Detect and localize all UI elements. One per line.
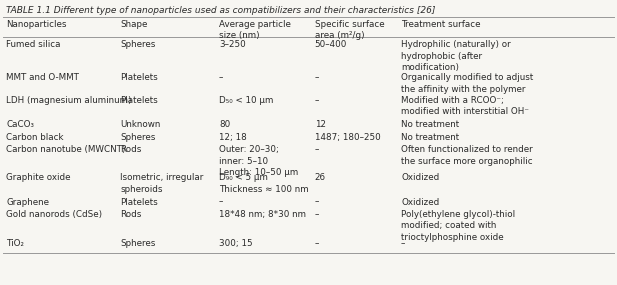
Text: Graphene: Graphene <box>6 198 49 207</box>
Text: LDH (magnesium aluminum): LDH (magnesium aluminum) <box>6 96 131 105</box>
Text: Specific surface
area (m²/g): Specific surface area (m²/g) <box>315 20 384 40</box>
Text: 12: 12 <box>315 120 326 129</box>
Text: Spheres: Spheres <box>120 133 155 142</box>
Text: MMT and O-MMT: MMT and O-MMT <box>6 73 79 82</box>
Text: Platelets: Platelets <box>120 198 158 207</box>
Text: D₅₀ < 10 μm: D₅₀ < 10 μm <box>219 96 273 105</box>
Text: Nanoparticles: Nanoparticles <box>6 20 67 29</box>
Text: –: – <box>315 73 319 82</box>
Text: 12; 18: 12; 18 <box>219 133 247 142</box>
Text: Gold nanorods (CdSe): Gold nanorods (CdSe) <box>6 210 102 219</box>
Text: 1487; 180–250: 1487; 180–250 <box>315 133 381 142</box>
Text: Rods: Rods <box>120 145 142 154</box>
Text: Poly(ethylene glycol)-thiol
modified; coated with
trioctylphosphine oxide: Poly(ethylene glycol)-thiol modified; co… <box>401 210 515 242</box>
Text: 18*48 nm; 8*30 nm: 18*48 nm; 8*30 nm <box>219 210 306 219</box>
Text: Treatment surface: Treatment surface <box>401 20 481 29</box>
Text: Often functionalized to render
the surface more organophilic: Often functionalized to render the surfa… <box>401 145 533 166</box>
Text: Carbon nanotube (MWCNT): Carbon nanotube (MWCNT) <box>6 145 126 154</box>
Text: Isometric, irregular
spheroids: Isometric, irregular spheroids <box>120 173 204 194</box>
Text: –: – <box>315 145 319 154</box>
Text: Carbon black: Carbon black <box>6 133 64 142</box>
Text: –: – <box>315 239 319 248</box>
Text: Hydrophilic (naturally) or
hydrophobic (after
modification): Hydrophilic (naturally) or hydrophobic (… <box>401 40 511 72</box>
Text: 26: 26 <box>315 173 326 182</box>
Text: Spheres: Spheres <box>120 40 155 50</box>
Text: Shape: Shape <box>120 20 147 29</box>
Text: Spheres: Spheres <box>120 239 155 248</box>
Text: –: – <box>315 210 319 219</box>
Text: D₉₀ < 5 μm
Thickness ≈ 100 nm: D₉₀ < 5 μm Thickness ≈ 100 nm <box>219 173 308 194</box>
Text: TABLE 1.1 Different type of nanoparticles used as compatibilizers and their char: TABLE 1.1 Different type of nanoparticle… <box>6 6 436 15</box>
Text: 50–400: 50–400 <box>315 40 347 50</box>
Text: 80: 80 <box>219 120 230 129</box>
Text: 3–250: 3–250 <box>219 40 246 50</box>
Text: No treatment: No treatment <box>401 120 459 129</box>
Text: –: – <box>219 198 223 207</box>
Text: Oxidized: Oxidized <box>401 173 439 182</box>
Text: Organically modified to adjust
the affinity with the polymer: Organically modified to adjust the affin… <box>401 73 533 94</box>
Text: CaCO₃: CaCO₃ <box>6 120 34 129</box>
Text: No treatment: No treatment <box>401 133 459 142</box>
Text: –: – <box>315 96 319 105</box>
Text: Average particle
size (nm): Average particle size (nm) <box>219 20 291 40</box>
Text: Outer: 20–30;
inner: 5–10
Length: 10–50 μm: Outer: 20–30; inner: 5–10 Length: 10–50 … <box>219 145 298 177</box>
Text: 300; 15: 300; 15 <box>219 239 252 248</box>
Text: TiO₂: TiO₂ <box>6 239 24 248</box>
Text: Graphite oxide: Graphite oxide <box>6 173 71 182</box>
Text: Platelets: Platelets <box>120 73 158 82</box>
Text: Fumed silica: Fumed silica <box>6 40 60 50</box>
Text: Rods: Rods <box>120 210 142 219</box>
Text: Platelets: Platelets <box>120 96 158 105</box>
Text: Unknown: Unknown <box>120 120 160 129</box>
Text: Modified with a RCOO⁻;
modified with interstitial OH⁻: Modified with a RCOO⁻; modified with int… <box>401 96 529 117</box>
Text: –: – <box>401 239 405 248</box>
Text: –: – <box>219 73 223 82</box>
Text: –: – <box>315 198 319 207</box>
Text: Oxidized: Oxidized <box>401 198 439 207</box>
